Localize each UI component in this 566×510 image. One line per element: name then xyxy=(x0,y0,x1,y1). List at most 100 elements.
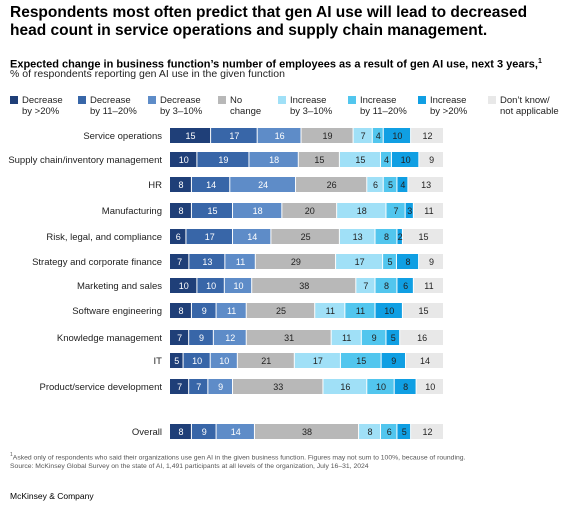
data-label: 14 xyxy=(206,180,216,190)
bar-segment xyxy=(323,379,367,394)
bar-segment xyxy=(375,278,397,293)
bar-segment xyxy=(367,379,394,394)
data-label: 10 xyxy=(206,281,216,291)
bar-segment xyxy=(249,152,298,167)
data-label: 5 xyxy=(388,180,393,190)
bar-segment xyxy=(170,254,189,269)
bar-segment xyxy=(208,379,233,394)
bar-segment xyxy=(237,353,294,368)
legend-swatch xyxy=(218,96,226,104)
bar-segment xyxy=(170,128,211,143)
bar-segment xyxy=(339,152,380,167)
bar-segment xyxy=(191,424,216,439)
bar-segment xyxy=(339,229,375,244)
bar-segment xyxy=(397,278,413,293)
bar-segment xyxy=(337,203,386,218)
data-label: 10 xyxy=(392,131,402,141)
bar-segment xyxy=(391,152,419,167)
legend-label: Increase by 3–10% xyxy=(290,95,333,117)
data-label: 9 xyxy=(391,356,396,366)
data-label: 15 xyxy=(207,206,217,216)
data-label: 5 xyxy=(391,333,396,343)
data-label: 14 xyxy=(231,427,241,437)
data-label: 10 xyxy=(425,382,435,392)
bar-segment xyxy=(170,379,189,394)
data-label: 8 xyxy=(384,281,389,291)
data-label: 10 xyxy=(179,155,189,165)
data-label: 18 xyxy=(253,206,263,216)
bar-segment xyxy=(408,177,443,192)
data-label: 8 xyxy=(368,427,373,437)
footnote-line-1: 1Asked only of respondents who said thei… xyxy=(10,452,466,462)
bar-segment xyxy=(419,152,443,167)
legend-label: Don’t know/ not applicable xyxy=(500,95,559,117)
bar-segment xyxy=(197,152,249,167)
data-label: 16 xyxy=(275,131,285,141)
bar-segment xyxy=(211,128,257,143)
bar-segment xyxy=(170,330,189,345)
bar-segment xyxy=(183,353,210,368)
data-label: 17 xyxy=(313,356,323,366)
bar-segment xyxy=(186,229,233,244)
data-label: 10 xyxy=(179,281,189,291)
data-label: 8 xyxy=(178,180,183,190)
bar-segment xyxy=(375,303,402,318)
bar-segment xyxy=(282,203,337,218)
legend-label: Decrease by 3–10% xyxy=(160,95,203,117)
bar-segment xyxy=(315,303,345,318)
bar-segment xyxy=(170,303,191,318)
footnote-line-2: Source: McKinsey Global Survey on the st… xyxy=(10,462,369,470)
data-label: 17 xyxy=(355,257,365,267)
bar-segment xyxy=(216,424,254,439)
data-label: 2 xyxy=(398,232,403,242)
data-label: 10 xyxy=(233,281,243,291)
data-label: 9 xyxy=(202,427,207,437)
data-label: 16 xyxy=(417,333,427,343)
bar-segment xyxy=(345,303,375,318)
data-label: 18 xyxy=(269,155,279,165)
data-label: 13 xyxy=(353,232,363,242)
bar-segment xyxy=(375,229,397,244)
data-label: 16 xyxy=(340,382,350,392)
category-label: Marketing and sales xyxy=(77,281,162,292)
bar-segment xyxy=(413,278,443,293)
legend-label: Decrease by >20% xyxy=(22,95,63,117)
bar-segment xyxy=(170,353,183,368)
bar-segment xyxy=(170,424,191,439)
bar-segment xyxy=(189,330,213,345)
category-label: Strategy and corporate finance xyxy=(32,257,162,268)
data-label: 24 xyxy=(258,180,268,190)
bar-segment xyxy=(271,229,339,244)
data-label: 8 xyxy=(384,232,389,242)
data-label: 11 xyxy=(424,281,433,291)
bar-segment xyxy=(233,379,323,394)
data-label: 11 xyxy=(342,333,351,343)
data-label: 11 xyxy=(236,257,245,267)
data-label: 15 xyxy=(314,155,324,165)
data-label: 7 xyxy=(177,333,182,343)
footnote-marker: 1 xyxy=(537,58,542,65)
bar-segment xyxy=(340,353,381,368)
data-label: 25 xyxy=(276,306,286,316)
category-label: HR xyxy=(148,180,162,191)
bar-segment xyxy=(394,379,416,394)
data-label: 13 xyxy=(421,180,431,190)
data-label: 12 xyxy=(423,427,433,437)
category-label: Manufacturing xyxy=(102,206,162,217)
data-label: 25 xyxy=(301,232,311,242)
data-label: 31 xyxy=(284,333,294,343)
bar-segment xyxy=(356,278,375,293)
legend-swatch xyxy=(278,96,286,104)
legend-swatch xyxy=(148,96,156,104)
bar-segment xyxy=(233,203,282,218)
bar-segment xyxy=(257,128,301,143)
data-label: 4 xyxy=(384,155,389,165)
bar-segment xyxy=(416,379,443,394)
bar-segment xyxy=(396,254,419,269)
bar-segment xyxy=(380,424,397,439)
bar-segment xyxy=(189,254,225,269)
data-label: 13 xyxy=(202,257,212,267)
footnote: 1Asked only of respondents who said thei… xyxy=(10,451,555,471)
bar-segment xyxy=(191,303,216,318)
data-label: 7 xyxy=(177,382,182,392)
